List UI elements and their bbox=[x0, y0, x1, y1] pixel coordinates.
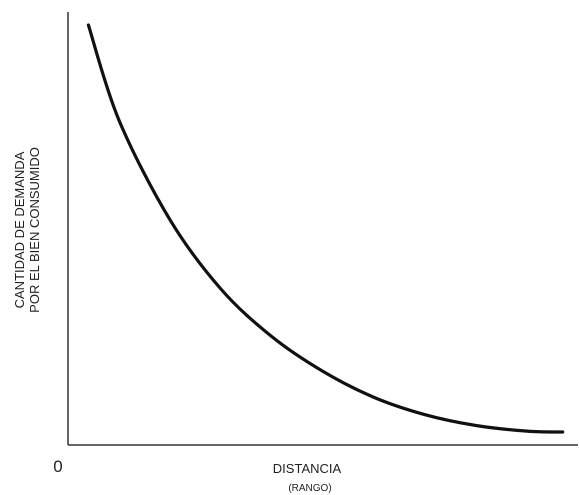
y-axis-label-line-1: CANTIDAD DE DEMANDA bbox=[12, 151, 27, 308]
x-axis-label: DISTANCIA bbox=[273, 461, 342, 476]
series-layer bbox=[86, 23, 565, 434]
x-axis-sublabel: (RANGO) bbox=[288, 483, 331, 494]
y-axis-label: CANTIDAD DE DEMANDA POR EL BIEN CONSUMID… bbox=[12, 147, 42, 313]
y-axis-label-line-2: POR EL BIEN CONSUMIDO bbox=[27, 147, 42, 313]
axes bbox=[67, 12, 578, 446]
series-line-0 bbox=[86, 23, 565, 434]
origin-label: 0 bbox=[53, 457, 62, 476]
